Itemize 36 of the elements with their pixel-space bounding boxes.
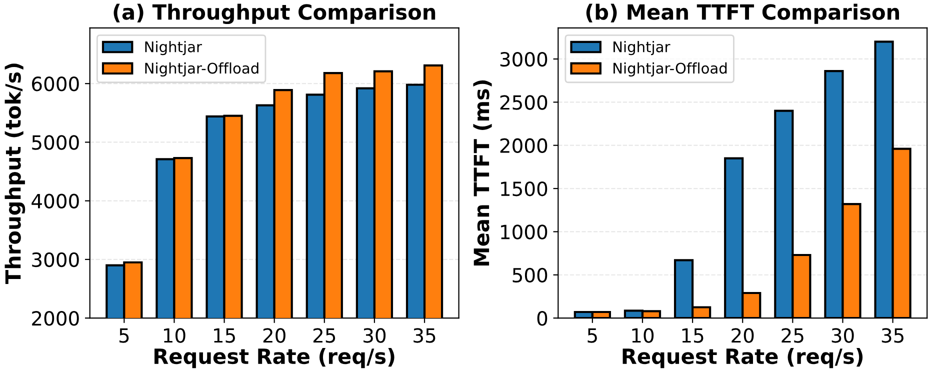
legend-label: Nightjar — [145, 41, 202, 56]
y-tick-label: 500 — [512, 268, 548, 283]
x-axis-title: Request Rate (req/s) — [154, 348, 394, 368]
y-tick-label: 3000 — [32, 252, 79, 268]
x-tick-label: 15 — [214, 328, 235, 343]
y-tick-label: 0 — [537, 311, 548, 326]
x-tick-label: 35 — [882, 328, 904, 343]
y-tick-label: 1500 — [501, 181, 548, 196]
y-tick-label: 5000 — [32, 135, 79, 150]
y-tick-label: 2500 — [500, 95, 548, 110]
chart-title: (b) Mean TTFT Comparison — [586, 4, 899, 24]
y-tick-label: 2000 — [500, 138, 548, 154]
x-tick-label: 20 — [263, 328, 286, 343]
y-axis-title: Throughput (tok/s) — [4, 64, 26, 284]
legend-label: Nightjar — [614, 41, 670, 56]
x-tick-label: 15 — [682, 328, 704, 343]
y-tick-label: 3000 — [500, 52, 548, 67]
legend-label: Nightjar-Offload — [614, 62, 727, 77]
x-tick-label: 10 — [632, 328, 654, 343]
x-tick-label: 5 — [588, 328, 597, 343]
y-tick-label: 1000 — [501, 224, 548, 240]
x-tick-label: 30 — [364, 328, 386, 343]
x-tick-label: 10 — [164, 328, 186, 343]
y-tick-label: 6000 — [32, 76, 79, 92]
x-tick-label: 5 — [119, 328, 129, 343]
x-tick-label: 25 — [313, 328, 336, 343]
x-tick-label: 25 — [782, 328, 804, 343]
x-axis-title: Request Rate (req/s) — [622, 348, 863, 368]
y-tick-label: 2000 — [32, 311, 79, 326]
x-tick-label: 30 — [832, 328, 854, 343]
chart-title: (a) Throughput Comparison — [114, 4, 436, 24]
y-tick-label: 4000 — [32, 194, 79, 208]
x-tick-label: 35 — [414, 328, 436, 343]
x-tick-label: 20 — [732, 328, 754, 343]
y-axis-title: Mean TTFT (ms) — [473, 80, 492, 266]
legend-label: Nightjar-Offload — [145, 62, 258, 77]
